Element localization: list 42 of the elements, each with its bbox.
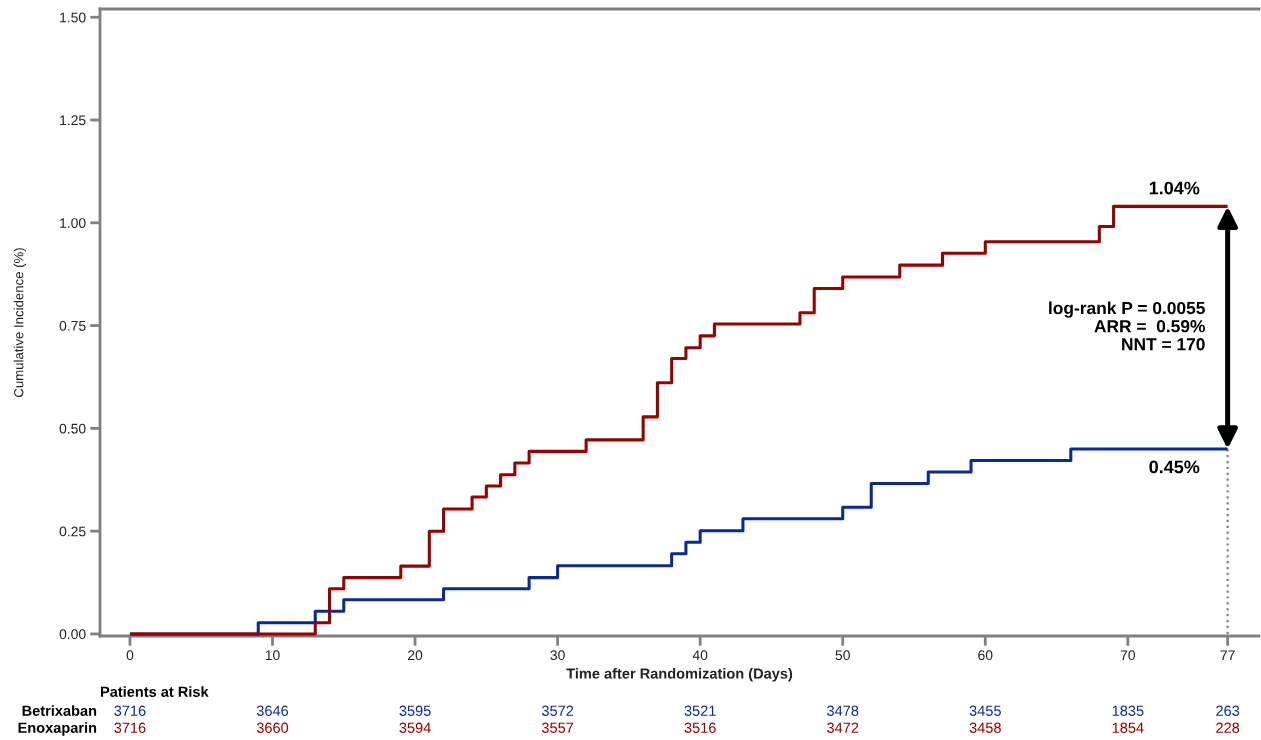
text: 3521 [684, 705, 716, 716]
y-tick-label: 1.25 [60, 115, 86, 126]
text: 1854 [1112, 722, 1144, 733]
x-tick-label: 20 [408, 650, 423, 661]
x-tick-label: 60 [978, 650, 993, 661]
annotation: 0.45% [1149, 460, 1200, 474]
text: Patients at Risk [100, 686, 209, 697]
text: 228 [1216, 722, 1240, 733]
text: 3455 [969, 705, 1001, 716]
annotation: 1.04% [1149, 181, 1200, 195]
x-tick-label: 50 [835, 650, 850, 661]
text: 3516 [684, 722, 716, 733]
text: 3458 [969, 722, 1001, 733]
y-tick-label: 1.50 [60, 12, 86, 23]
text: 3478 [827, 705, 859, 716]
text: 1835 [1112, 705, 1144, 716]
x-tick-label: 40 [692, 650, 708, 661]
text: 3472 [827, 722, 859, 733]
annotation: log-rank P = 0.0055 ARR = 0.59% NNT = 170 [1049, 301, 1205, 351]
text: Betrixaban [22, 705, 97, 716]
x-tick-label: 10 [265, 650, 280, 661]
x-tick-label: 30 [550, 650, 565, 661]
y-tick-label: 1.00 [60, 218, 86, 228]
text: 3716 [114, 722, 146, 733]
y-axis-title: Cumulative Incidence (%) [13, 248, 26, 397]
x-tick-label: 0 [126, 650, 134, 661]
text: 3716 [114, 705, 146, 716]
x-axis-title: Time after Randomization (Days) [566, 668, 793, 682]
text: 3557 [541, 722, 574, 733]
text: 3646 [256, 705, 289, 716]
text: 3572 [541, 705, 574, 716]
y-tick-label: 0.75 [59, 320, 86, 331]
x-tick-label: 77 [1220, 650, 1235, 660]
y-tick-label: 0.25 [59, 526, 86, 537]
text: 3595 [399, 705, 431, 716]
x-tick-label: 70 [1120, 650, 1136, 661]
text: 263 [1216, 705, 1240, 716]
y-tick-label: 0.00 [59, 629, 86, 640]
y-tick-label: 0.50 [59, 423, 86, 434]
text: 3660 [256, 722, 289, 733]
text: Enoxaparin [18, 722, 97, 736]
text: 3594 [399, 722, 431, 733]
